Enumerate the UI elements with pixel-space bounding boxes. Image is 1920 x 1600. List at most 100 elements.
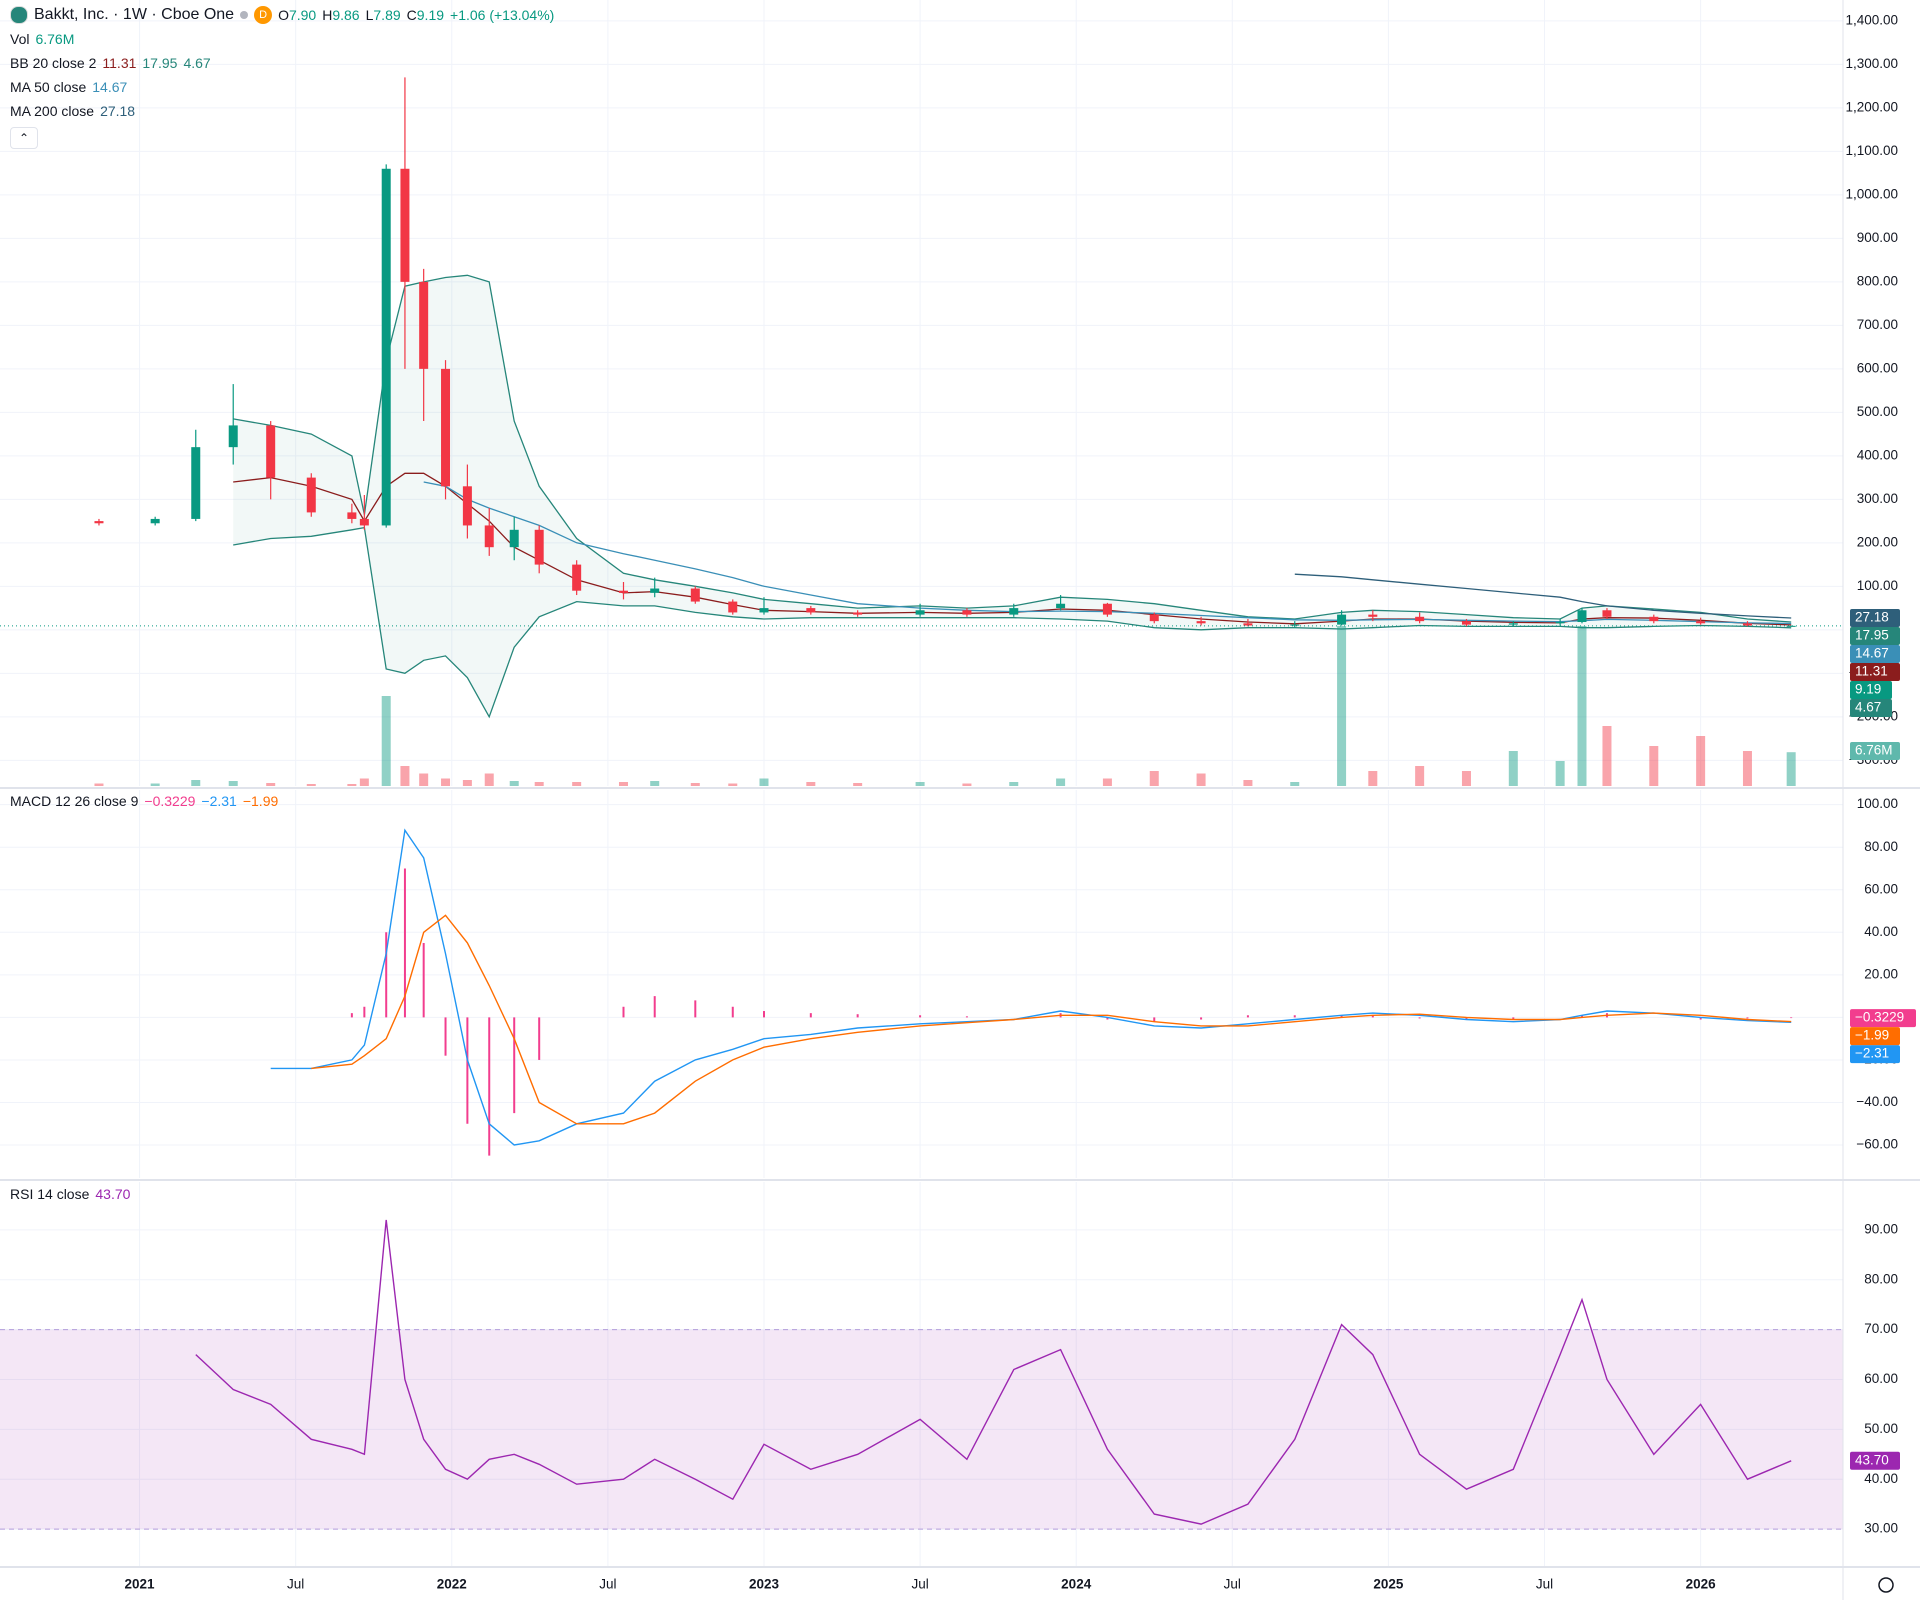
candle-body — [1696, 621, 1706, 624]
legend-value: −2.31 — [201, 793, 237, 809]
legend-value: −0.3229 — [144, 793, 196, 809]
volume-bar — [1742, 751, 1752, 786]
volume-bar — [1149, 771, 1159, 786]
symbol-icon — [10, 6, 28, 24]
y-tick-label: 30.00 — [1864, 1521, 1898, 1536]
volume-bar — [1786, 752, 1796, 786]
legend-value: −1.99 — [242, 793, 279, 809]
candle-body — [759, 608, 769, 613]
y-tick-label: 600.00 — [1857, 360, 1898, 375]
candle-body — [1555, 622, 1565, 624]
candle-body — [1577, 610, 1587, 623]
ohlc-name: L — [365, 7, 374, 23]
volume-bar — [759, 778, 769, 786]
volume-bar — [150, 783, 160, 786]
price-label: 6.76M — [1855, 743, 1893, 758]
candle-body — [1149, 614, 1159, 622]
volume-bar — [381, 696, 391, 786]
candle-body — [1742, 623, 1752, 626]
x-tick-label: Jul — [1224, 1577, 1241, 1592]
y-tick-label: 1,300.00 — [1845, 56, 1898, 71]
signal-line — [311, 914, 1792, 1125]
change: +1.06 (+13.04%) — [450, 7, 555, 23]
x-tick-label: Jul — [1536, 1577, 1553, 1592]
volume-bar — [853, 783, 863, 786]
price-label-box — [1850, 681, 1892, 700]
y-tick-label: 100.00 — [1857, 796, 1898, 811]
ohlc-value: 7.90 — [288, 7, 317, 23]
legend-value: 11.31 — [102, 55, 137, 71]
y-tick-label: 60.00 — [1864, 1371, 1898, 1386]
price-label: −1.99 — [1855, 1028, 1889, 1043]
price-label: −2.31 — [1855, 1046, 1889, 1061]
candle-body — [1337, 614, 1347, 625]
candle-body — [266, 425, 276, 478]
legend-name: BB 20 close 2 — [10, 55, 97, 71]
volume-bar — [1461, 771, 1471, 786]
price-label: 43.70 — [1855, 1452, 1889, 1467]
collapse-button[interactable]: ⌃ — [10, 127, 38, 149]
price-label-box — [1850, 742, 1900, 760]
macd-line — [270, 828, 1792, 1146]
candle-body — [191, 447, 201, 519]
volume-bar — [962, 783, 972, 786]
rsi-legend: RSI 14 close 43.70 — [10, 1186, 130, 1202]
symbol-legend: Bakkt, Inc. · 1W · Cboe One D O7.90 H9.8… — [10, 6, 554, 24]
price-label: 4.67 — [1855, 700, 1881, 715]
y-tick-label: 70.00 — [1864, 1321, 1898, 1336]
volume-bar — [1415, 766, 1425, 786]
y-tick-label: 400.00 — [1857, 447, 1898, 462]
volume-bar — [359, 778, 369, 786]
data-badge[interactable]: D — [254, 6, 273, 24]
volume-bar — [1577, 626, 1587, 786]
y-tick-label: 60.00 — [1864, 881, 1898, 896]
price-label-box — [1850, 1451, 1900, 1470]
grid — [0, 0, 1843, 1567]
volume-bar — [1555, 761, 1565, 786]
y-tick-label: −40.00 — [1856, 1094, 1898, 1109]
volume-bar — [1696, 736, 1706, 786]
y-tick-label: 1,400.00 — [1845, 12, 1898, 27]
legend-value: 43.70 — [95, 1186, 131, 1202]
settings-icon[interactable] — [1878, 1577, 1894, 1593]
y-tick-label: 800.00 — [1857, 273, 1898, 288]
volume-bar — [1337, 626, 1347, 786]
volume-bar — [1602, 726, 1612, 786]
y-tick-label: 300.00 — [1857, 491, 1898, 506]
y-tick-label: −60.00 — [1856, 1137, 1898, 1152]
volume-bar — [915, 782, 925, 786]
candle-body — [1508, 623, 1518, 625]
y-tick-label: 20.00 — [1864, 966, 1898, 981]
candle-body — [618, 590, 628, 593]
legend-name: MA 50 close — [10, 79, 87, 95]
price-label: −0.3229 — [1855, 1010, 1904, 1025]
bollinger-fill — [233, 275, 1792, 717]
x-tick-label: 2023 — [749, 1577, 780, 1592]
candle-body — [347, 512, 357, 519]
x-tick-label: Jul — [599, 1577, 616, 1592]
candle-body — [419, 281, 429, 369]
status-dot — [240, 11, 249, 19]
volume-bar — [419, 773, 429, 786]
price-label: 17.95 — [1855, 628, 1889, 643]
bollinger-basis — [233, 472, 1792, 626]
candle-body — [1290, 624, 1300, 626]
y-tick-label: 40.00 — [1864, 1471, 1898, 1486]
y-tick-label: 1,000.00 — [1845, 186, 1898, 201]
volume-bar — [728, 783, 738, 786]
ohlc-value: 7.89 — [373, 7, 401, 23]
price-label: 11.31 — [1855, 664, 1888, 679]
candle-body — [1649, 616, 1659, 622]
candle-body — [1243, 623, 1253, 626]
volume-bar — [441, 778, 451, 786]
legend-name: MA 200 close — [10, 103, 95, 119]
y-tick-label: 200.00 — [1857, 534, 1898, 549]
legend-name: Vol — [10, 31, 30, 47]
x-tick-label: 2022 — [437, 1577, 467, 1592]
price-label-box — [1850, 699, 1892, 718]
volume-bar — [690, 783, 700, 786]
volume-bar — [462, 780, 472, 786]
y-tick-label: 80.00 — [1864, 1271, 1898, 1286]
x-tick-label: Jul — [911, 1577, 928, 1592]
